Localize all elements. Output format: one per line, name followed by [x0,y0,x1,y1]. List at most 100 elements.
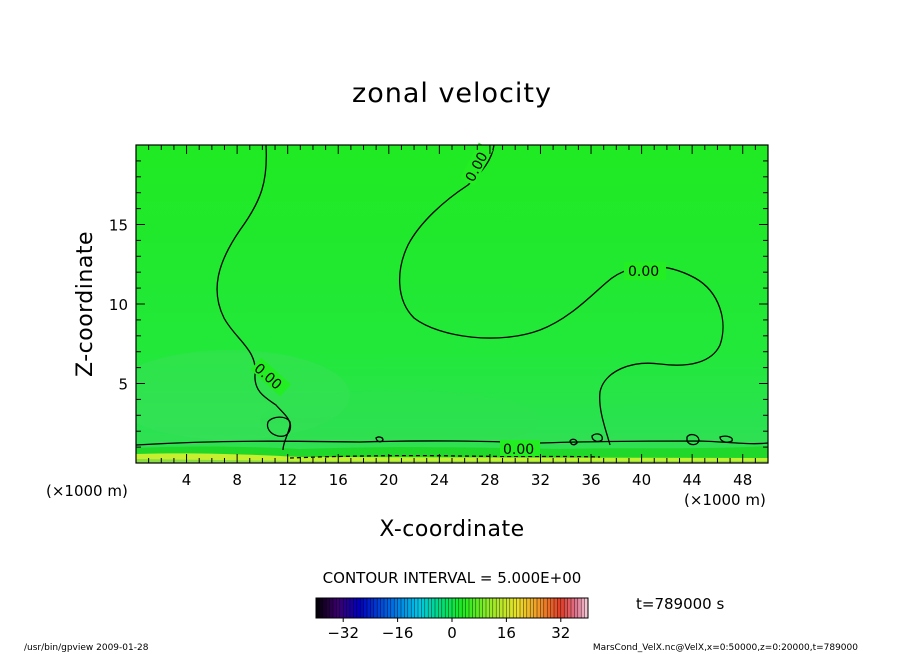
colorbar-cell [316,598,320,618]
colorbar-cell [462,598,466,618]
x-tick-label: 28 [480,471,499,489]
colorbar-cell [407,598,412,618]
footer-left: /usr/bin/gpview 2009-01-28 [24,643,149,653]
colorbar-cell [370,598,375,618]
colorbar-cell [465,598,470,618]
colorbar-cell [445,598,449,618]
colorbar-cell [431,598,436,618]
z-axis-ticks: 5 10 15 [109,160,768,448]
colorbar-cell [492,598,497,618]
colorbar-cell [411,598,415,618]
colorbar-cell [414,598,419,618]
colorbar-cell [482,598,487,618]
contour-small-loop [266,416,292,437]
colorbar-cell [540,598,545,618]
field-shade-patch [260,390,540,450]
colorbar-cell [581,598,585,618]
colorbar-cell [350,598,354,618]
colorbar-cell [550,598,555,618]
colorbar-cell [574,598,579,618]
colorbar-cell [435,598,439,618]
colorbar-cell [526,598,531,618]
colorbar-cell [571,598,575,618]
plot-area [136,145,768,463]
colorbar-cell [567,598,572,618]
colorbar-cell [343,598,347,618]
colorbar-cell [520,598,524,618]
colorbar-cell [353,598,358,618]
colorbar-cell [363,598,368,618]
colorbar-cell [360,598,364,618]
colorbar-cell [577,598,582,618]
x-tick-label: 4 [182,471,192,489]
colorbar-cell [479,598,483,618]
time-label: t=789000 s [636,595,724,613]
contour-label: 0.00 [503,442,534,458]
colorbar-cell [322,598,327,618]
colorbar-cell [530,598,534,618]
x-axis-ticks: 4 8 12 16 20 24 28 32 36 40 44 48 [148,145,756,489]
colorbar-cell [428,598,432,618]
colorbar-cell [496,598,500,618]
colorbar-cell [390,598,395,618]
contour-interval-label: CONTOUR INTERVAL = 5.000E+00 [323,569,582,587]
colorbar-cell [513,598,517,618]
footer-right: MarsCond_VelX.nc@VelX,x=0:50000,z=0:2000… [593,643,858,653]
colorbar-cell [319,598,324,618]
colorbar-cell [475,598,480,618]
x-tick-label: 16 [329,471,348,489]
colorbar-cell [458,598,463,618]
colorbar-cell [564,598,568,618]
colorbar-cell [424,598,429,618]
contour-small-loop [375,436,384,443]
colorbar-cell [489,598,494,618]
contour-label: 0.00 [628,264,659,280]
contour-small-loop [686,433,700,446]
colorbar [315,597,589,619]
contour-label-bg [500,440,540,456]
x-tick-label: 36 [581,471,600,489]
colorbar-cell [452,598,456,618]
colorbar-cell [448,598,453,618]
z-axis-title: Z-coordinate [73,231,98,377]
colorbar-cell [346,598,351,618]
field-shade-patch [136,350,350,440]
x-tick-label: 20 [379,471,398,489]
colorbar-cell [516,598,521,618]
contour-label-bg [460,142,493,186]
colorbar-cell [418,598,422,618]
colorbar-cell [537,598,541,618]
colorbar-cell [336,598,341,618]
contour-small-loop [569,438,578,446]
contour-line-center [399,145,724,446]
colorbar-cell [547,598,551,618]
colorbar-cell [469,598,473,618]
colorbar-cell [404,598,409,618]
velocity-field-fill [136,145,768,463]
colorbar-cell [377,598,381,618]
colorbar-cell [554,598,558,618]
colorbar-cell [557,598,562,618]
x-tick-label: 44 [683,471,702,489]
colorbar-cell [367,598,371,618]
colorbar-tick-label: −32 [327,624,359,642]
colorbar-tick-label: 16 [497,624,516,642]
colorbar-cell [380,598,385,618]
z-tick-label: 5 [118,376,128,394]
x-tick-label: 32 [531,471,550,489]
x-tick-label: 12 [278,471,297,489]
x-axis-unit-right: (×1000 m) [684,491,766,509]
colorbar-cell [333,598,337,618]
colorbar-cell [503,598,507,618]
colorbar-cell [421,598,426,618]
colorbar-cell [401,598,405,618]
colorbar-cell [384,598,388,618]
colorbar-cell [339,598,344,618]
x-tick-label: 48 [733,471,752,489]
z-tick-label: 10 [109,296,128,314]
colorbar-tick-label: −16 [382,624,414,642]
x-tick-label: 40 [632,471,651,489]
colorbar-cell [523,598,528,618]
colorbar-cell [486,598,490,618]
